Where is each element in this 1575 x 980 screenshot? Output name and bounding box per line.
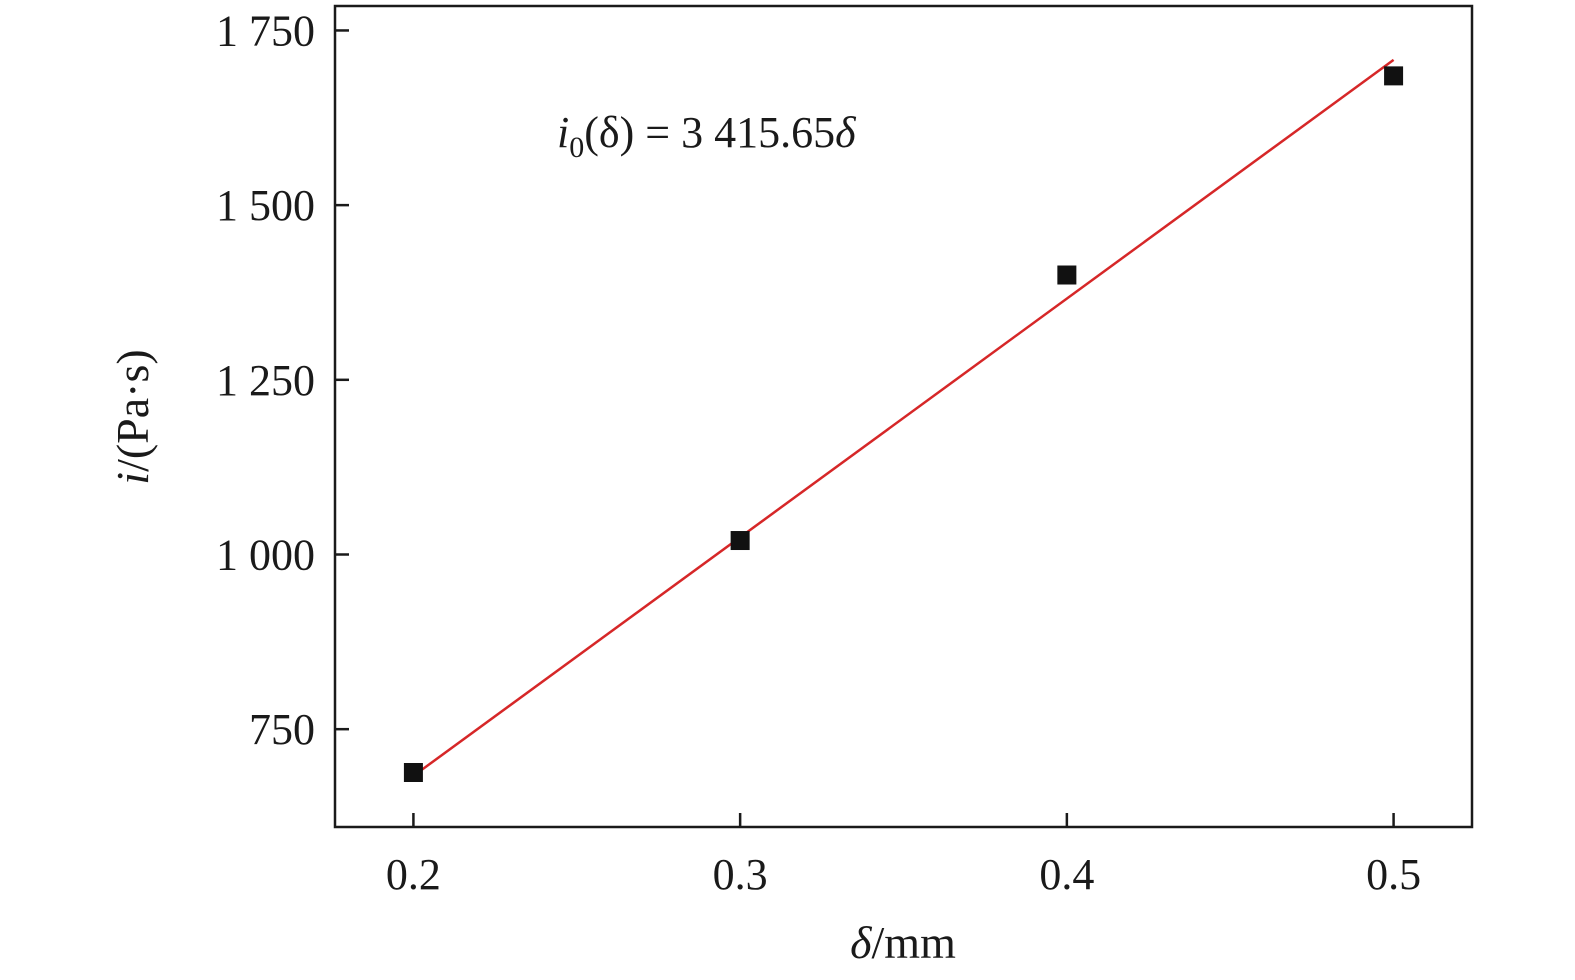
ticks xyxy=(335,29,1395,827)
x-tick-label: 0.2 xyxy=(386,850,441,899)
tick-labels: 0.2 0.3 0.4 0.5 750 1 000 1 250 1 500 1 750 xyxy=(216,6,1421,899)
y-axis-title: i/(Pa·s) xyxy=(107,349,158,484)
x-tick-label: 0.3 xyxy=(713,850,768,899)
data-point xyxy=(1384,66,1404,86)
y-tick-label: 1 750 xyxy=(216,6,315,55)
data-point xyxy=(1057,265,1077,285)
x-axis-title: δ/mm xyxy=(850,917,956,968)
data-points xyxy=(403,66,1404,782)
y-tick-label: 1 500 xyxy=(216,181,315,230)
fit-equation: i0(δ) = 3 415.65δ xyxy=(557,108,857,164)
x-tick-label: 0.4 xyxy=(1039,850,1094,899)
y-tick-label: 1 000 xyxy=(216,530,315,579)
data-point xyxy=(403,762,423,782)
plot-frame xyxy=(333,4,1474,829)
data-point xyxy=(730,531,750,551)
y-tick-label: 750 xyxy=(249,705,315,754)
fit-line xyxy=(412,58,1395,777)
y-tick-label: 1 250 xyxy=(216,356,315,405)
x-tick-label: 0.5 xyxy=(1366,850,1421,899)
